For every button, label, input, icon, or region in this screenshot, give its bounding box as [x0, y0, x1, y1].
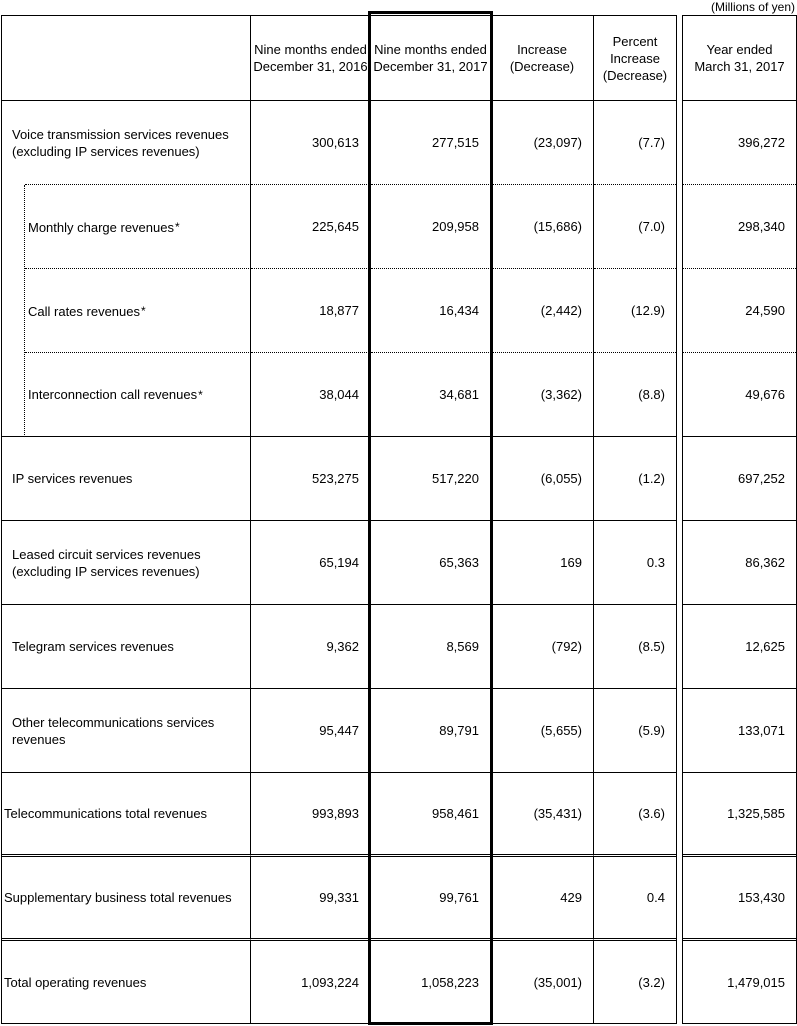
value-cell: 34,681 — [371, 353, 491, 437]
column-header-nine-months-2016: Nine months ended December 31, 2016 — [251, 16, 371, 101]
revenues-table: Nine months ended December 31, 2016 Nine… — [1, 15, 677, 1024]
row-label: IP services revenues — [2, 437, 251, 521]
value-cell: 24,590 — [683, 269, 796, 353]
column-header-percent-increase: Percent Increase (Decrease) — [594, 16, 676, 101]
value-cell: 1,325,585 — [683, 773, 796, 857]
row-label: Voice transmission services revenues (ex… — [2, 101, 251, 185]
row-label-text: Telegram services revenues — [12, 639, 174, 654]
value-cell: (23,097) — [491, 101, 594, 185]
header-line: December 31, 2017 — [373, 59, 488, 74]
value-cell: 0.3 — [594, 521, 676, 605]
value-cell: 18,877 — [251, 269, 371, 353]
value-cell: 1,058,223 — [371, 941, 491, 1023]
row-label-text: Leased circuit services revenues (exclud… — [12, 546, 201, 579]
row-label: Telegram services revenues — [2, 605, 251, 689]
value-cell: 958,461 — [371, 773, 491, 857]
value-cell: 993,893 — [251, 773, 371, 857]
value-cell: 169 — [491, 521, 594, 605]
value-cell: 523,275 — [251, 437, 371, 521]
value-cell: 225,645 — [251, 185, 371, 269]
value-cell: 12,625 — [683, 605, 796, 689]
value-cell: 65,194 — [251, 521, 371, 605]
header-line: Nine months ended — [254, 42, 367, 57]
value-cell: (3.6) — [594, 773, 676, 857]
row-label: Telecommunications total revenues — [2, 773, 251, 857]
row-label: Call rates revenues * — [2, 269, 251, 353]
value-cell: 209,958 — [371, 185, 491, 269]
header-line: Year ended — [706, 42, 773, 57]
value-cell: 517,220 — [371, 437, 491, 521]
header-line: December 31, 2016 — [253, 59, 368, 74]
value-cell: 277,515 — [371, 101, 491, 185]
header-line: Increase — [517, 42, 567, 57]
row-label: Monthly charge revenues * — [2, 185, 251, 269]
row-label: Supplementary business total revenues — [2, 857, 251, 941]
value-cell: (7.7) — [594, 101, 676, 185]
value-cell: 95,447 — [251, 689, 371, 773]
value-cell: 697,252 — [683, 437, 796, 521]
header-line: (Decrease) — [509, 59, 575, 74]
value-cell: (6,055) — [491, 437, 594, 521]
value-cell: (792) — [491, 605, 594, 689]
header-line: Increase — [610, 50, 660, 66]
value-cell: 300,613 — [251, 101, 371, 185]
value-cell: (5,655) — [491, 689, 594, 773]
header-line: (Decrease) — [602, 67, 668, 83]
value-cell: 1,093,224 — [251, 941, 371, 1023]
header-line: March 31, 2017 — [694, 59, 785, 74]
value-cell: 8,569 — [371, 605, 491, 689]
row-label-text: IP services revenues — [12, 471, 133, 486]
value-cell: (1.2) — [594, 437, 676, 521]
row-label-text: Voice transmission services revenues (ex… — [12, 127, 229, 159]
row-label-text: Total operating revenues — [4, 974, 147, 990]
row-label-text: Monthly charge revenues — [28, 219, 174, 235]
value-cell: (35,431) — [491, 773, 594, 857]
value-cell: 99,331 — [251, 857, 371, 941]
value-cell: (3.2) — [638, 974, 665, 990]
column-header-increase: Increase (Decrease) — [491, 16, 594, 101]
value-cell: 49,676 — [683, 353, 796, 437]
value-cell: 1,479,015 — [727, 974, 785, 990]
value-cell: (7.0) — [594, 185, 676, 269]
value-cell: 99,761 — [371, 857, 491, 941]
value-cell: (8.5) — [594, 605, 676, 689]
row-label-text: Supplementary business total revenues — [4, 890, 232, 905]
value-cell: 0.4 — [594, 857, 676, 941]
value-cell: 38,044 — [251, 353, 371, 437]
value-cell: 65,363 — [371, 521, 491, 605]
header-line: Nine months ended — [374, 42, 487, 57]
corner-cell — [2, 16, 251, 101]
row-label: Other telecommunications services revenu… — [2, 689, 251, 773]
units-note: (Millions of yen) — [710, 0, 795, 14]
year-ended-column: Year ended March 31, 2017 396,272 298,34… — [682, 15, 797, 1024]
row-label: Total operating revenues — [2, 941, 251, 1023]
column-header-year-ended: Year ended March 31, 2017 — [683, 16, 796, 101]
value-cell: (12.9) — [594, 269, 676, 353]
value-cell: (5.9) — [594, 689, 676, 773]
value-cell: 86,362 — [683, 521, 796, 605]
value-cell: 89,791 — [371, 689, 491, 773]
row-label: Leased circuit services revenues (exclud… — [2, 521, 251, 605]
row-label: Interconnection call revenues * — [2, 353, 251, 437]
value-cell: 133,071 — [683, 689, 796, 773]
row-label-text: Other telecommunications services revenu… — [12, 714, 215, 747]
value-cell: 153,430 — [683, 857, 796, 941]
value-cell: (15,686) — [491, 185, 594, 269]
value-cell: (2,442) — [491, 269, 594, 353]
value-cell: 396,272 — [683, 101, 796, 185]
row-label-text: Call rates revenues — [28, 303, 140, 319]
value-cell: 9,362 — [251, 605, 371, 689]
value-cell: 429 — [491, 857, 594, 941]
value-cell: 298,340 — [683, 185, 796, 269]
value-cell: (35,001) — [491, 941, 594, 1023]
value-cell: (3,362) — [491, 353, 594, 437]
value-cell: 16,434 — [371, 269, 491, 353]
row-label-text: Telecommunications total revenues — [4, 806, 208, 821]
header-line: Percent — [612, 33, 658, 49]
row-label-text: Interconnection call revenues — [28, 387, 198, 402]
value-cell: (8.8) — [594, 353, 676, 437]
column-header-nine-months-2017: Nine months ended December 31, 2017 — [371, 16, 491, 101]
